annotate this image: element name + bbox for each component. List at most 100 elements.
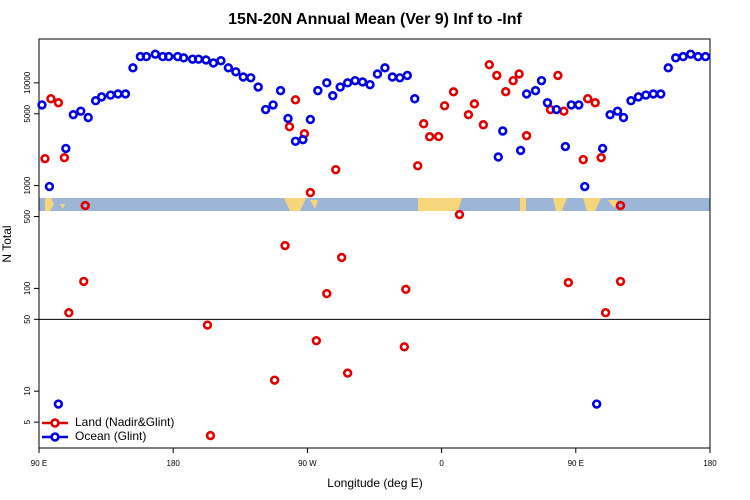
point [693,51,703,62]
point [372,69,383,79]
point [559,106,569,116]
point [290,136,301,146]
point [164,51,174,62]
legend: Land (Nadir&Glint)Ocean (Glint) [42,415,174,443]
point [322,288,332,299]
y-tick-label: 100 [23,281,32,295]
point [615,200,626,211]
point [410,94,420,104]
point [238,72,248,82]
point [269,375,280,385]
point [395,73,405,83]
point [305,187,316,198]
point [439,101,450,111]
point [350,75,360,86]
point [469,99,480,109]
point [626,96,636,106]
point [216,56,226,66]
x-tick-label: 0 [439,459,444,468]
point [424,132,435,142]
legend-label: Ocean (Glint) [75,429,146,443]
point [618,112,629,123]
point [260,104,271,115]
point [275,85,286,96]
point [61,143,71,154]
point [454,209,465,220]
point [328,90,338,101]
point [113,89,123,99]
point [290,95,301,105]
point [335,82,345,92]
legend-label: Land (Nadir&Glint) [75,415,174,429]
point [551,104,562,115]
point [399,342,410,352]
point [44,181,55,192]
point [120,89,131,99]
point [419,119,429,129]
point [515,145,526,156]
point [678,51,688,62]
point [508,75,518,86]
point [663,63,673,73]
point [656,89,666,99]
point [530,85,541,96]
point [580,181,590,192]
map-strip [39,198,710,211]
point [648,89,659,99]
chart-title: 15N-20N Annual Mean (Ver 9) Inf to -Inf [228,11,522,28]
point [413,161,423,171]
point [583,94,593,104]
point [671,53,681,63]
y-tick-label: 10 [23,386,32,395]
point [53,98,64,108]
point [83,112,93,123]
y-tick-label: 1000 [23,176,32,194]
point [433,131,444,142]
point [463,109,474,120]
y-tick-label: 5000 [23,104,32,122]
point [80,200,90,211]
x-tick-label: 90 E [568,459,584,468]
y-tick-label: 5 [23,419,32,424]
point [305,114,316,125]
point [223,63,234,73]
point [566,100,577,110]
x-tick-label: 90 E [31,459,47,468]
point [208,58,219,68]
point [492,70,502,81]
point [96,92,107,102]
point [521,89,532,99]
point [357,77,368,87]
point [501,86,511,97]
point [596,152,606,163]
point [268,100,278,110]
point [313,85,323,96]
point [633,92,644,102]
x-tick-label: 90 W [298,459,317,468]
point [605,109,615,120]
point [685,49,696,59]
point [514,69,524,79]
point [202,320,213,330]
point [322,78,332,88]
point [246,73,256,83]
y-axis-label: N Total [0,225,14,262]
point [128,63,138,73]
point [280,240,290,251]
point [600,308,611,318]
point [311,335,322,346]
legend-marker [50,432,60,442]
point [193,54,204,64]
point [484,60,495,70]
point [205,430,216,441]
point [231,67,241,77]
y-tick-label: 50 [23,314,32,323]
point [298,134,308,145]
point [448,87,459,97]
point [493,152,503,162]
point [331,164,341,175]
point [578,154,588,165]
x-axis-label: Longitude (deg E) [327,476,422,490]
point [521,130,532,141]
